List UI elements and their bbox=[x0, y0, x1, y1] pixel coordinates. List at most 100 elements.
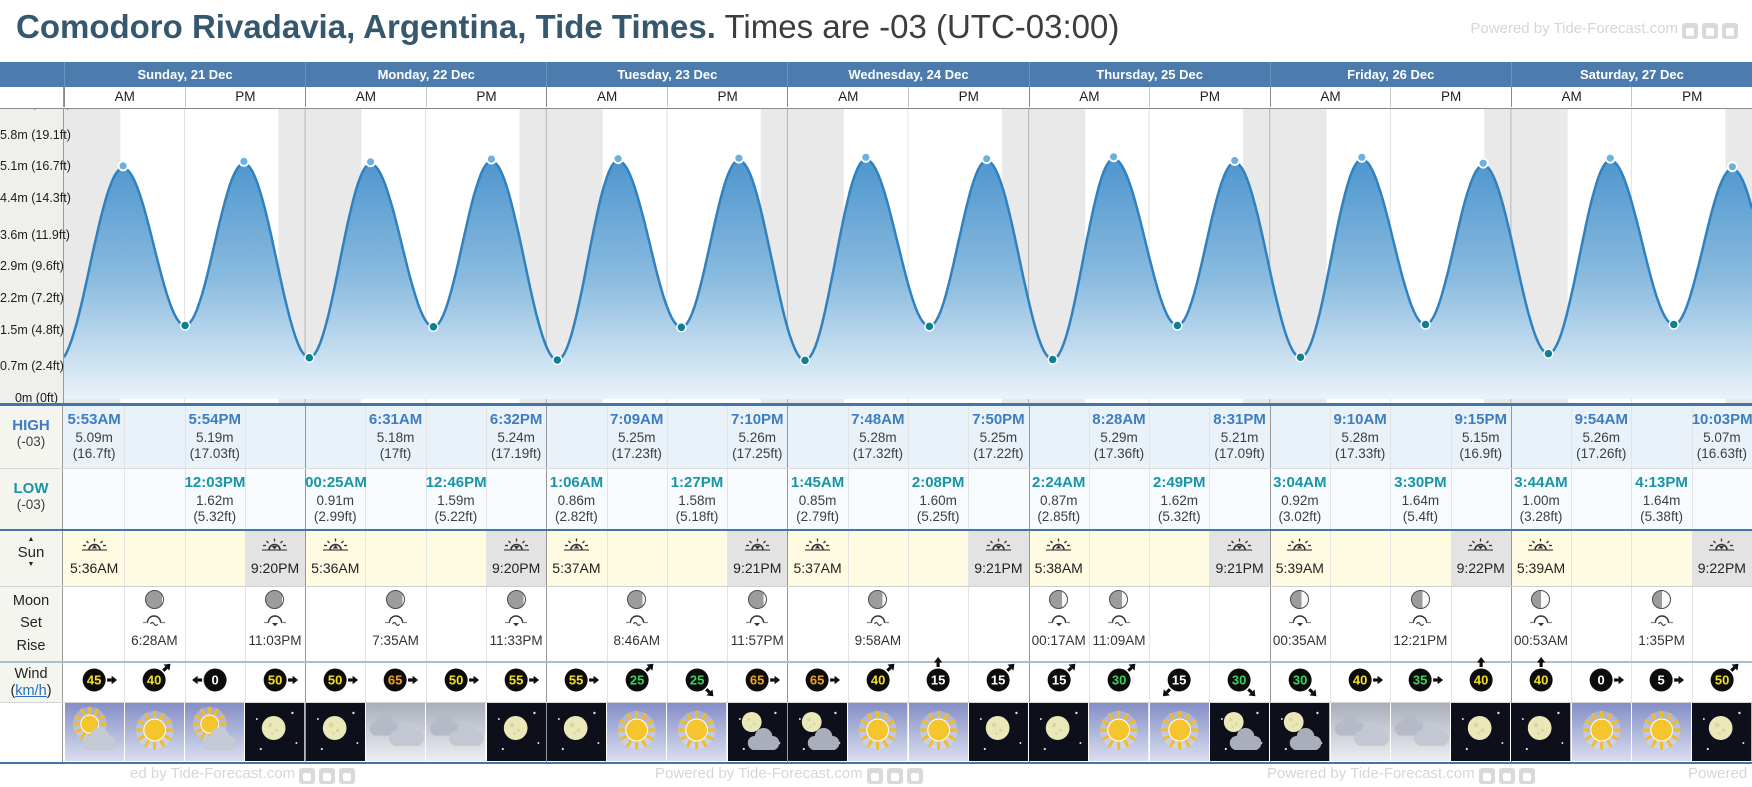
store-badge-icon[interactable] bbox=[339, 768, 356, 784]
low-height-m: 0.87m bbox=[1039, 492, 1078, 508]
wind-speed-cell: 65 bbox=[365, 657, 425, 708]
quarter-divider bbox=[244, 663, 246, 702]
sunrise-icon bbox=[563, 538, 589, 551]
high-time: 5:54PM bbox=[188, 411, 241, 428]
wind-speed-cell: 15 bbox=[1029, 657, 1089, 708]
high-height-m: 5.26m bbox=[1582, 429, 1621, 445]
store-badge-icon[interactable] bbox=[319, 768, 336, 784]
store-badge-icon[interactable] bbox=[866, 768, 883, 784]
high-tide-cell: 7:10PM 5.26m (17.25ft) bbox=[727, 411, 787, 463]
wind-row: Wind (km/h) 45 40 0 50 50 65 50 55 55 25 … bbox=[0, 657, 1752, 703]
store-badge-icon[interactable] bbox=[1498, 768, 1515, 784]
footer-powered-by-text[interactable]: Powered by Tide-Forecast.com bbox=[655, 765, 863, 782]
ampm-header-cell: PM bbox=[666, 87, 788, 107]
high-tide-cell: 7:09AM 5.25m (17.23ft) bbox=[607, 411, 667, 463]
store-badge-icon[interactable] bbox=[1702, 23, 1718, 39]
moon-phase-icon bbox=[506, 590, 526, 609]
weather-sunny-icon bbox=[667, 703, 727, 761]
sunrise-cell: 5:39AM bbox=[1511, 531, 1571, 586]
weather-clear-night-icon bbox=[1451, 703, 1511, 761]
day-divider bbox=[1269, 531, 1271, 586]
footer-powered-by-link[interactable]: ed by Tide-Forecast.com bbox=[130, 765, 356, 784]
quarter-divider bbox=[124, 531, 126, 586]
quarter-divider bbox=[1149, 663, 1151, 702]
quarter-divider bbox=[1330, 406, 1331, 468]
day-divider bbox=[1028, 531, 1030, 586]
wind-arrow-icon: 40 bbox=[1529, 657, 1553, 692]
wind-unit-link[interactable]: km/h bbox=[15, 683, 47, 700]
quarter-divider bbox=[124, 469, 126, 529]
high-tide-cell: 8:31PM 5.21m (17.09ft) bbox=[1209, 411, 1269, 463]
high-height-m: 5.25m bbox=[617, 429, 656, 445]
moonrise-icon bbox=[1047, 615, 1070, 627]
low-height-ft: (2.79ft) bbox=[796, 509, 839, 525]
day-divider bbox=[546, 469, 548, 529]
day-divider bbox=[305, 531, 307, 586]
weather-cell bbox=[64, 703, 124, 761]
high-time: 5:53AM bbox=[67, 411, 121, 428]
store-badge-icon[interactable] bbox=[1682, 23, 1698, 39]
day-divider bbox=[1028, 663, 1030, 702]
weather-cloudy-night-icon bbox=[787, 703, 848, 761]
day-divider bbox=[305, 703, 307, 762]
weather-cell bbox=[1390, 703, 1451, 761]
svg-text:50: 50 bbox=[268, 673, 282, 688]
wind-speed-cell: 40 bbox=[124, 657, 184, 708]
sun-row-collapse-icon[interactable]: ▼ bbox=[27, 561, 35, 568]
wind-arrow-icon: 25 bbox=[625, 663, 653, 692]
store-badge-icon[interactable] bbox=[906, 768, 923, 784]
day-header-2: Tuesday, 23 Dec bbox=[546, 62, 787, 87]
high-time: 6:31AM bbox=[368, 411, 423, 428]
quarter-divider bbox=[666, 469, 668, 529]
store-badge-icon[interactable] bbox=[1722, 23, 1738, 39]
high-label-text: HIGH bbox=[12, 417, 50, 434]
day-divider bbox=[1269, 469, 1271, 529]
quarter-divider bbox=[666, 663, 668, 702]
footer-powered-by-link[interactable]: Powered by Tide-Forecast.com bbox=[1267, 765, 1535, 784]
axis-label: 3.6m (11.9ft) bbox=[0, 227, 70, 242]
store-badge-icon[interactable] bbox=[299, 768, 316, 784]
powered-by-text[interactable]: Powered by Tide-Forecast.com bbox=[1470, 20, 1678, 37]
moon-rise-label: Rise bbox=[16, 637, 46, 654]
footer-powered-by-text[interactable]: Powered by Tide-Forecast.com bbox=[1688, 765, 1752, 782]
quarter-divider bbox=[1209, 587, 1211, 661]
high-time: 9:54AM bbox=[1574, 411, 1628, 428]
store-badge-icon[interactable] bbox=[1518, 768, 1535, 784]
svg-text:65: 65 bbox=[810, 673, 824, 688]
store-badge-icon[interactable] bbox=[1478, 768, 1495, 784]
sun-row-expand-icon[interactable]: ▲ bbox=[27, 536, 35, 543]
moon-arch-icon-wrap bbox=[1631, 612, 1691, 632]
day-divider bbox=[305, 587, 307, 661]
high-tide-cell: 5:53AM 5.09m (16.7ft) bbox=[64, 411, 124, 463]
quarter-divider bbox=[244, 406, 246, 468]
day-divider bbox=[787, 663, 789, 702]
day-divider bbox=[1269, 406, 1271, 468]
title-bar: Comodoro Rivadavia, Argentina, Tide Time… bbox=[0, 0, 1752, 62]
ampm-header-cell: PM bbox=[1631, 87, 1752, 107]
quarter-divider bbox=[1631, 663, 1633, 702]
svg-text:35: 35 bbox=[1413, 673, 1427, 688]
sunrise-cell: 5:38AM bbox=[1029, 531, 1089, 586]
high-height-ft: (17ft) bbox=[379, 446, 412, 462]
footer-powered-by-text[interactable]: Powered by Tide-Forecast.com bbox=[1267, 765, 1475, 782]
moon-set-cell: 9:58AM bbox=[848, 590, 908, 648]
quarter-divider bbox=[1691, 663, 1693, 702]
quarter-divider bbox=[666, 531, 668, 586]
footer-powered-by-link[interactable]: Powered by Tide-Forecast.com bbox=[655, 765, 923, 784]
sunset-time: 9:21PM bbox=[733, 560, 782, 576]
high-tide-row: HIGH (-03) 5:53AM 5.09m (16.7ft) 5:54PM 5.19m(… bbox=[0, 406, 1752, 469]
day-divider bbox=[1510, 587, 1512, 661]
weather-sunny-icon bbox=[1631, 703, 1692, 761]
powered-by-link[interactable]: Powered by Tide-Forecast.com bbox=[1470, 20, 1738, 39]
wind-speed-cell: 0 bbox=[1571, 657, 1631, 708]
day-header-row: Sunday, 21 Dec Monday, 22 Dec Tuesday, 23 … bbox=[0, 62, 1752, 87]
sunset-cell: 9:21PM bbox=[1209, 531, 1270, 586]
store-badge-icon[interactable] bbox=[886, 768, 903, 784]
quarter-divider bbox=[1088, 469, 1090, 529]
footer-powered-by-link[interactable]: Powered by Tide-Forecast.com bbox=[1688, 765, 1752, 784]
quarter-divider bbox=[425, 587, 427, 661]
svg-text:55: 55 bbox=[509, 673, 523, 688]
quarter-divider bbox=[1571, 663, 1573, 702]
footer-powered-by-text[interactable]: ed by Tide-Forecast.com bbox=[130, 765, 296, 782]
svg-text:40: 40 bbox=[871, 673, 885, 688]
